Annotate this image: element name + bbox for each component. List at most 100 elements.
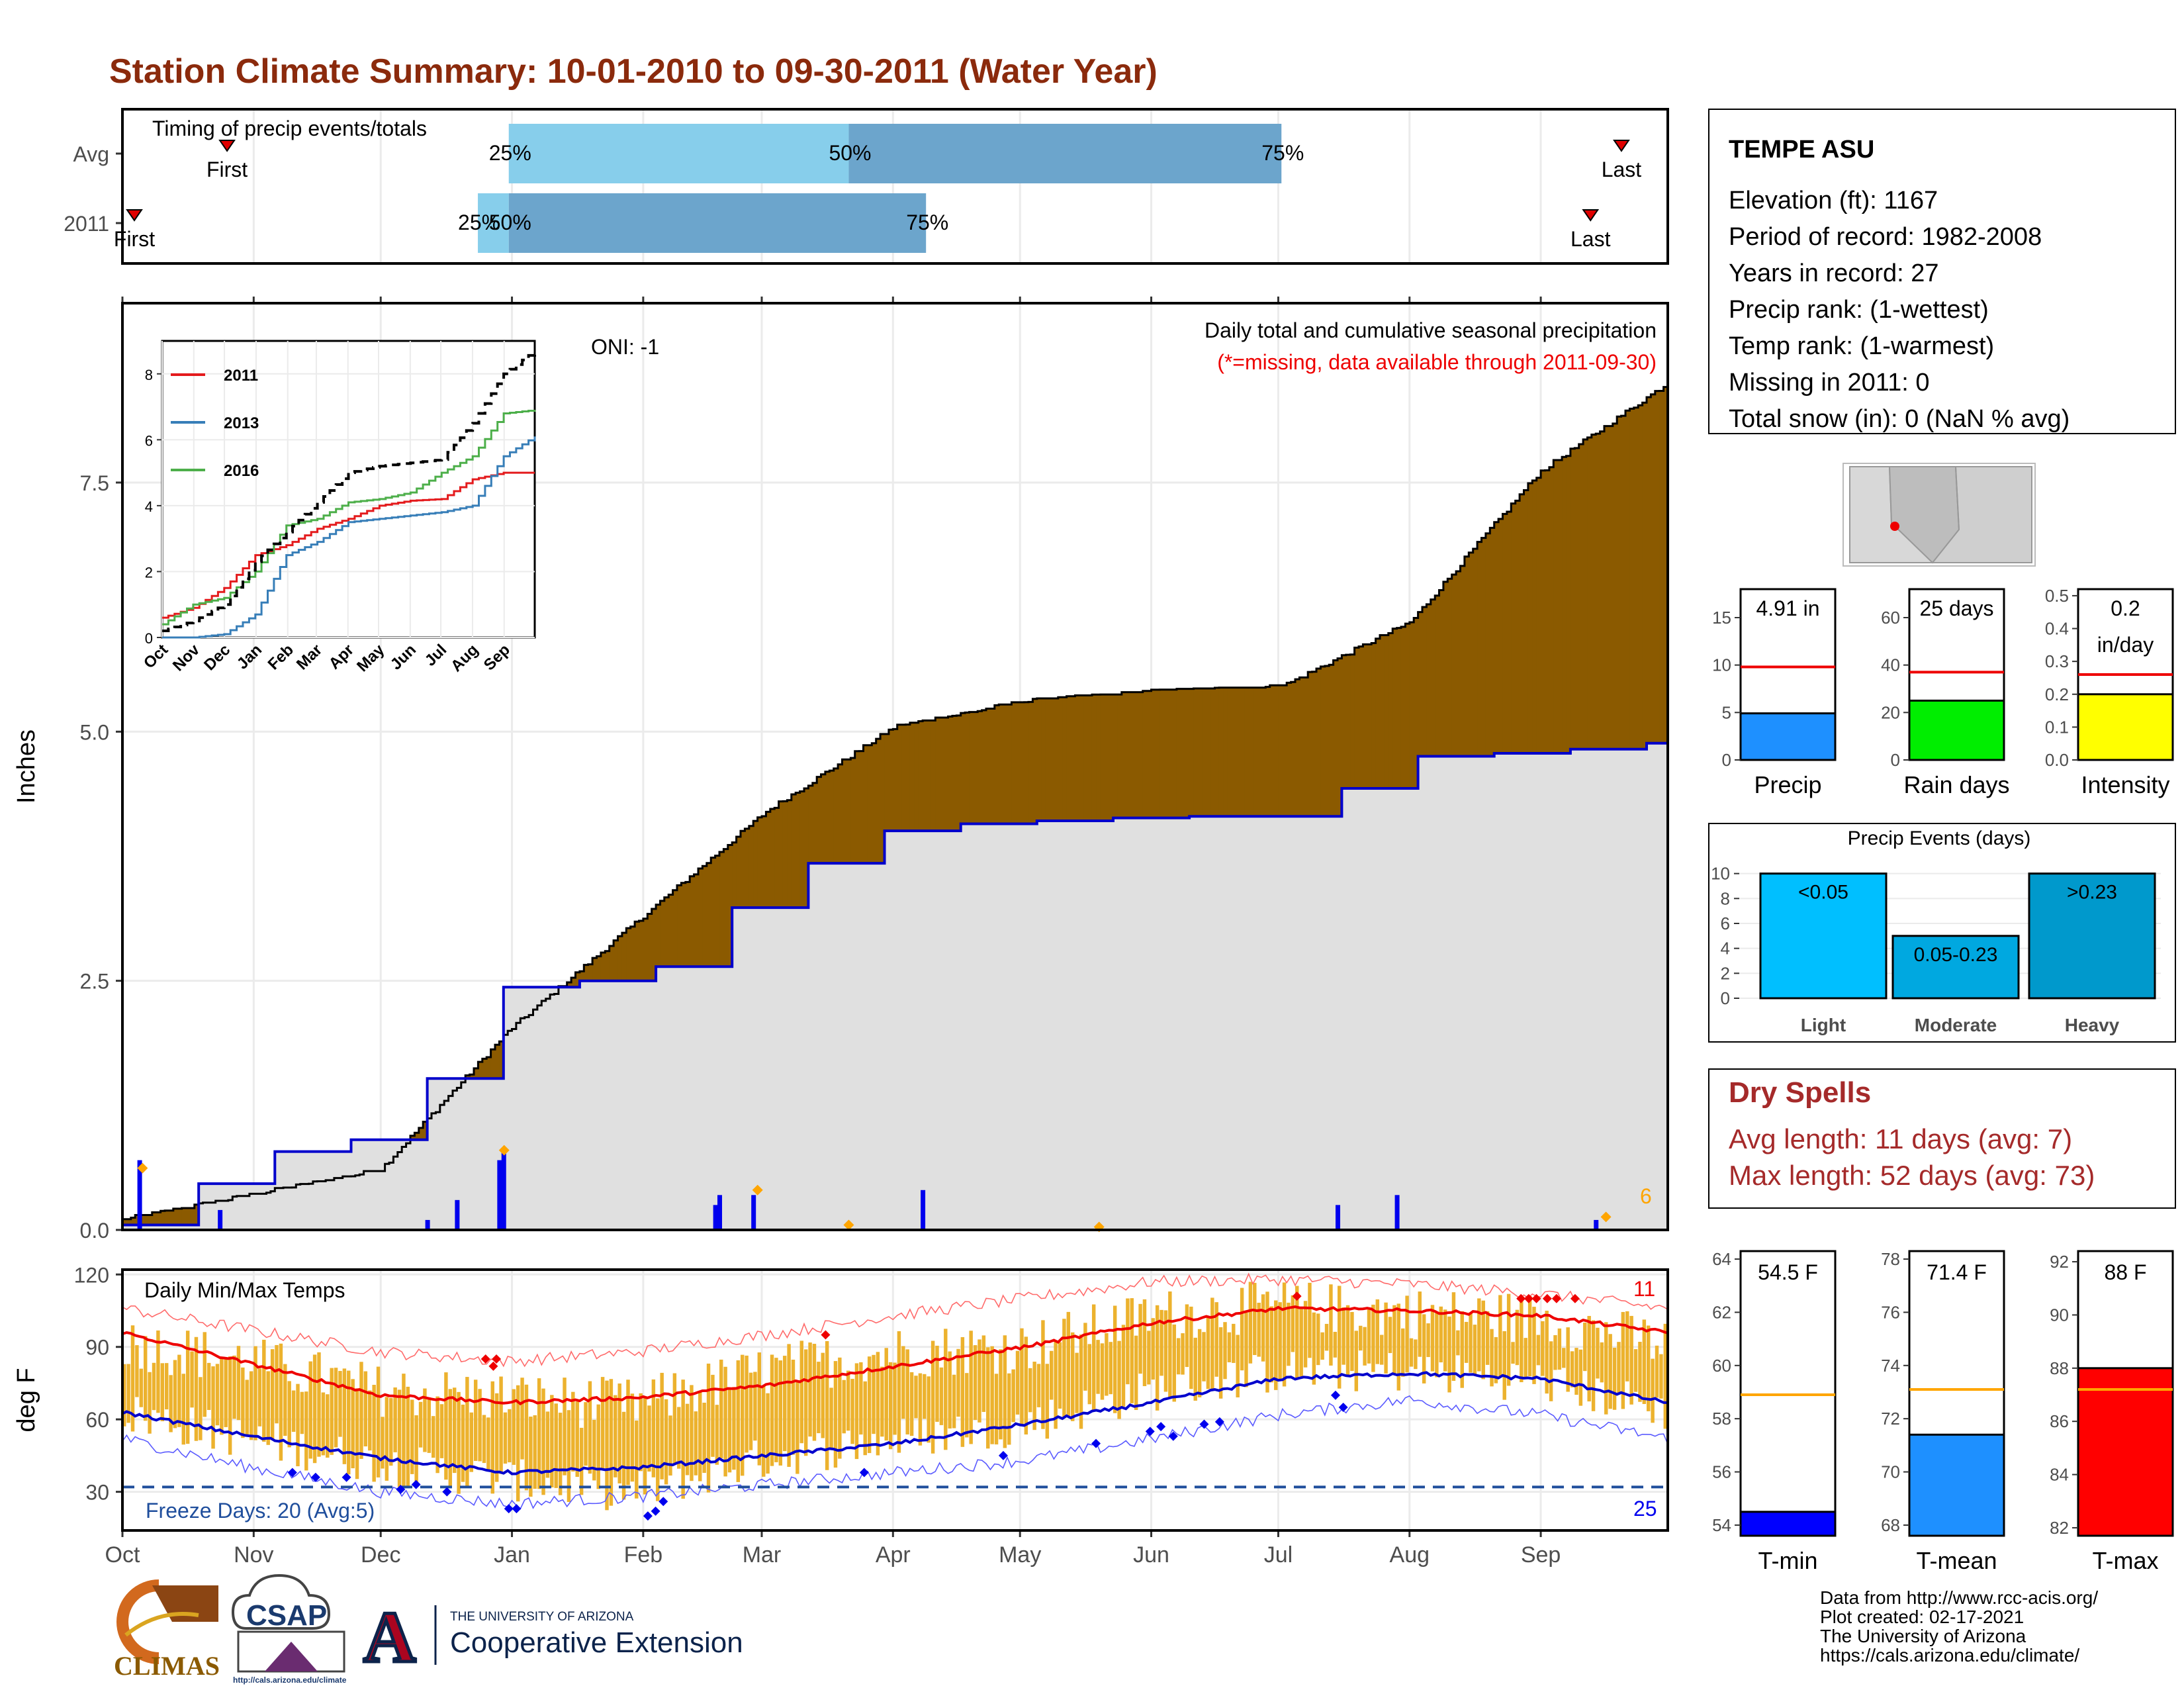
temp-daily-bar: [956, 1348, 960, 1417]
temp-daily-bar: [863, 1381, 867, 1456]
temp-daily-bar: [1638, 1342, 1642, 1402]
precip-departure-slice: [588, 964, 593, 981]
precip-departure-slice: [914, 722, 919, 831]
temp-daily-bar: [571, 1391, 575, 1472]
temp-daily-bar: [609, 1379, 614, 1506]
precip-departure-slice: [1121, 692, 1126, 818]
temp-daily-bar: [579, 1427, 584, 1495]
temp-daily-bar: [965, 1373, 969, 1438]
precip-departure-slice: [469, 1074, 475, 1079]
temp-daily-bar: [668, 1415, 672, 1476]
precip-departure-slice: [1206, 688, 1211, 817]
precip-departure-slice: [1498, 518, 1504, 754]
temp-daily-bar: [854, 1363, 859, 1460]
timing-first-label: First: [206, 158, 248, 181]
temp-daily-bar: [1050, 1350, 1054, 1400]
temp-daily-bar: [130, 1325, 135, 1432]
temp-daily-bar: [1320, 1332, 1324, 1360]
precip-departure-slice: [651, 908, 657, 981]
temp-daily-bar: [672, 1373, 677, 1464]
precip-missing-note: (*=missing, data available through 2011-…: [1217, 350, 1657, 374]
temp-daily-bar: [1109, 1342, 1113, 1395]
timing-q75-label: 75%: [906, 211, 948, 234]
temp-daily-bar: [224, 1359, 228, 1427]
temp-count-bottom: 25: [1633, 1497, 1657, 1521]
precip-departure-slice: [1578, 444, 1584, 749]
temp-daily-bar: [838, 1357, 842, 1459]
precip-departure-slice: [1223, 687, 1228, 817]
temp-daily-bar: [825, 1340, 829, 1470]
precip-departure-slice: [1181, 688, 1186, 818]
temp-daily-bar: [833, 1361, 838, 1468]
timing-bar-q50-q75: [508, 193, 927, 253]
precip-departure-slice: [1342, 655, 1347, 788]
temp-daily-bar: [1206, 1316, 1210, 1389]
inset-ytick-label: 2: [145, 564, 153, 581]
timing-last-label: Last: [1602, 158, 1642, 181]
mini-bar-ytick-label: 5: [1722, 702, 1731, 722]
temp-record-high-marker: [488, 1361, 498, 1371]
precip-departure-slice: [978, 711, 983, 824]
events-ytick-label: 10: [1711, 864, 1730, 884]
temp-daily-bar: [1384, 1302, 1388, 1374]
mini-bar-value: [1739, 712, 1837, 761]
temp-daily-bar: [990, 1346, 994, 1444]
precip-departure-slice: [1456, 571, 1461, 757]
precip-departure-slice: [880, 733, 886, 864]
temp-daily-bar: [490, 1381, 494, 1494]
precip-departure-slice: [1091, 694, 1097, 821]
precip-departure-slice: [1142, 690, 1148, 818]
precip-departure-slice: [1079, 695, 1084, 821]
precip-departure-slice: [1202, 688, 1207, 817]
precip-average-line: [122, 741, 1668, 1227]
temp-daily-bar: [706, 1363, 711, 1493]
ua-logo: A THE UNIVERSITY OF ARIZONA Cooperative …: [361, 1595, 743, 1679]
temp-bar-charts: 54 56 58 60 62 64 54.5 F T-min 68 70 72 74 76 78 71.4 …: [1712, 1249, 2174, 1574]
precip-departure-slice: [584, 964, 589, 981]
temp-daily-bar: [148, 1372, 152, 1434]
mini-bar-ytick-label: 0: [1722, 750, 1731, 770]
mini-bar-ytick-label: 0.5: [2045, 586, 2069, 606]
temp-daily-bar: [1007, 1373, 1011, 1445]
precip-departure-slice: [1591, 434, 1596, 749]
precip-departure-slice: [1218, 687, 1224, 817]
precip-departure-slice: [770, 809, 775, 908]
precip-events-chart: 0 2 4 6 8 10 <0.05 Light 0.05-0.23 Moderate >0.23 H…: [1708, 823, 2176, 1043]
temp-daily-bar: [550, 1395, 554, 1487]
temp-daily-bar: [486, 1417, 490, 1470]
temp-daily-bar: [592, 1419, 596, 1481]
precip-departure-slice: [905, 724, 911, 831]
temp-daily-bar: [1464, 1321, 1469, 1363]
station-precip-rank: Precip rank: (1-wettest): [1729, 296, 1989, 324]
temp-daily-bar: [465, 1377, 469, 1487]
precip-departure-slice: [1015, 702, 1021, 824]
precip-departure-slice: [614, 940, 619, 981]
precip-daily-bar: [1394, 1195, 1400, 1230]
summary-bar-charts: 0 5 10 15 4.91 in Precip 0 20 40 60 25 days Rain da…: [1712, 586, 2174, 798]
precip-departure-slice: [711, 857, 716, 967]
temp-daily-bar: [872, 1354, 876, 1434]
temp-daily-bar: [312, 1354, 317, 1464]
precip-departure-slice: [791, 794, 796, 908]
precip-subtitle: Daily total and cumulative seasonal prec…: [1205, 318, 1657, 342]
precip-departure-slice: [173, 1208, 178, 1225]
temp-record-low-line: [122, 1395, 1668, 1510]
temp-daily-bar: [355, 1388, 359, 1479]
precip-departure-slice: [1435, 595, 1440, 757]
precip-departure-slice: [494, 1045, 500, 1079]
temp-daily-bar: [1443, 1309, 1447, 1372]
temp-daily-bar: [1659, 1354, 1663, 1399]
temp-record-low-marker: [341, 1472, 351, 1482]
precip-departure-slice: [863, 745, 868, 864]
temp-daily-bar: [1227, 1332, 1232, 1362]
events-bar: [1891, 935, 2020, 1000]
precip-departure-slice: [698, 868, 704, 967]
precip-departure-slice: [1621, 416, 1626, 749]
temp-daily-bar: [1248, 1282, 1253, 1364]
precip-departure-slice: [1549, 467, 1554, 754]
temp-daily-bar: [308, 1361, 312, 1459]
temp-daily-bar: [1087, 1344, 1092, 1405]
dry-spells-box: Dry Spells Avg length: 11 days (avg: 7) …: [1708, 1068, 2176, 1209]
temp-daily-bar: [262, 1339, 266, 1442]
temp-xtick-label: Jan: [494, 1542, 530, 1568]
